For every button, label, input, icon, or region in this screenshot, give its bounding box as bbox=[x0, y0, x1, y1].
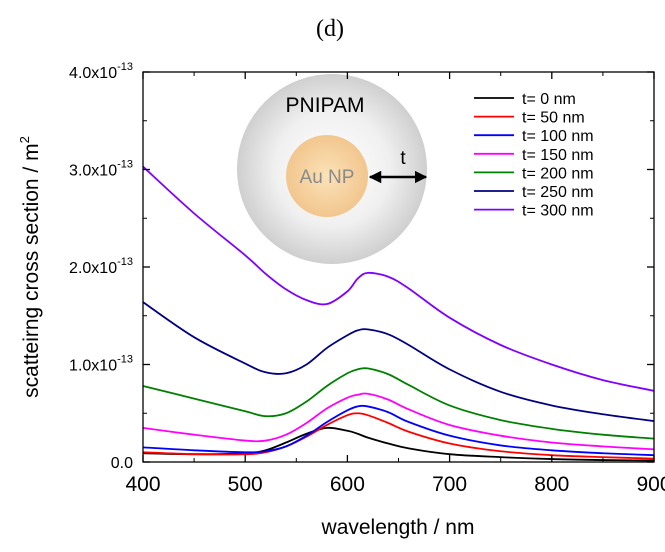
y-tick-label: 2.0x10-13 bbox=[69, 256, 133, 277]
series-line-6 bbox=[142, 165, 655, 392]
series-line-4 bbox=[142, 367, 655, 440]
x-tick-label: 700 bbox=[432, 473, 467, 496]
y-tick-label-base: 1.0x10 bbox=[69, 358, 117, 375]
panel-label: (d) bbox=[316, 16, 344, 42]
legend-label-6: t= 300 nm bbox=[522, 203, 594, 220]
inset-arrow-label: t bbox=[400, 148, 406, 169]
x-tick-label: 400 bbox=[125, 473, 160, 496]
series-layer bbox=[142, 165, 655, 462]
x-tick-label: 800 bbox=[534, 473, 569, 496]
y-axis-label-text: scatteirng cross section / m bbox=[20, 143, 43, 397]
legend-label-2: t= 100 nm bbox=[522, 128, 594, 145]
y-tick-label: 3.0x10-13 bbox=[69, 159, 133, 180]
legend-label-0: t= 0 nm bbox=[522, 91, 576, 108]
series-line-2 bbox=[142, 404, 655, 457]
series-line-3 bbox=[142, 392, 655, 451]
legend: t= 0 nm t= 50 nmt= 100 nm t= 150 nmt= 200 … bbox=[474, 91, 594, 220]
y-tick-label-exponent: -13 bbox=[117, 256, 133, 268]
y-axis-label: scatteirng cross section / m2 bbox=[17, 136, 43, 398]
legend-label-3: t= 150 nm bbox=[522, 147, 594, 164]
series-line-1 bbox=[142, 412, 655, 460]
y-tick-label-base: 4.0x10 bbox=[69, 65, 117, 82]
legend-label-4: t= 200 nm bbox=[522, 165, 594, 182]
axes-layer: 4005006007008009000.01.0x10-132.0x10-133… bbox=[69, 61, 665, 496]
series-line-5 bbox=[142, 301, 655, 422]
y-axis-label-superscript: 2 bbox=[17, 136, 32, 143]
x-tick-label: 900 bbox=[636, 473, 665, 496]
inset-outer-label: PNIPAM bbox=[286, 94, 365, 117]
y-tick-label: 0.0 bbox=[111, 455, 133, 472]
y-tick-label-exponent: -13 bbox=[117, 61, 133, 73]
au-nanoparticle bbox=[286, 135, 368, 217]
y-tick-label: 1.0x10-13 bbox=[69, 354, 133, 375]
x-axis-label: wavelength / nm bbox=[321, 516, 475, 539]
y-tick-label: 4.0x10-13 bbox=[69, 61, 133, 82]
x-tick-label: 600 bbox=[330, 473, 365, 496]
y-tick-label-base: 0.0 bbox=[111, 455, 133, 472]
y-tick-label-base: 2.0x10 bbox=[69, 260, 117, 277]
x-tick-label: 500 bbox=[228, 473, 263, 496]
inset-schematic: PNIPAM Au NP t bbox=[237, 74, 428, 264]
inset-inner-label: Au NP bbox=[300, 167, 355, 188]
y-tick-label-exponent: -13 bbox=[117, 159, 133, 171]
y-tick-label-exponent: -13 bbox=[117, 354, 133, 366]
legend-label-1: t= 50 nm bbox=[522, 110, 585, 127]
legend-label-5: t= 250 nm bbox=[522, 184, 594, 201]
y-tick-label-base: 3.0x10 bbox=[69, 163, 117, 180]
